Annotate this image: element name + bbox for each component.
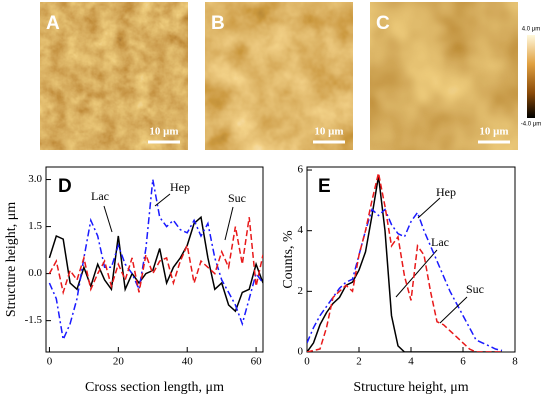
x-tick-label: 6 <box>460 356 466 368</box>
plot-frame <box>306 166 516 353</box>
colorbar <box>527 35 535 118</box>
x-tick-label: 60 <box>251 356 263 368</box>
series-label: Hep <box>436 185 456 199</box>
colorbar-max: 4.0 μm <box>522 27 540 33</box>
panel-label: D <box>58 176 72 197</box>
x-axis-label: Structure height, μm <box>353 380 468 395</box>
y-tick-label: 1.5 <box>28 220 42 232</box>
annotation-arrow <box>154 193 171 207</box>
scale-bar-label: 10 μm <box>314 126 343 138</box>
panel-label: B <box>211 13 225 34</box>
x-tick-label: 20 <box>113 356 125 368</box>
plot-frame <box>45 166 264 353</box>
annotation-arrow <box>417 197 441 219</box>
y-tick-label: 4 <box>298 224 304 236</box>
series-label: Lac <box>431 235 449 249</box>
series-line <box>307 208 503 352</box>
x-tick-label: 2 <box>356 356 362 368</box>
series-line <box>307 175 502 352</box>
scale-bar-label: 10 μm <box>479 126 508 138</box>
panel-label: C <box>376 13 390 34</box>
afm-image <box>40 2 188 150</box>
series-label: Suc <box>466 282 484 296</box>
y-axis-label: Counts, % <box>281 230 296 289</box>
x-tick-label: 40 <box>182 356 194 368</box>
afm-image <box>370 2 518 150</box>
series-line <box>307 172 502 352</box>
scale-bar-label: 10 μm <box>149 126 178 138</box>
y-axis-label: Structure height, μm <box>4 202 19 317</box>
series-line <box>48 217 263 296</box>
series-line <box>48 215 263 313</box>
y-tick-label: -1.5 <box>25 314 43 326</box>
annotation-arrow <box>224 206 234 241</box>
y-tick-label: 0 <box>298 346 304 358</box>
y-tick-label: 2 <box>298 285 304 297</box>
x-tick-label: 4 <box>408 356 414 368</box>
series-line <box>48 179 263 343</box>
series-label: Lac <box>91 189 109 203</box>
panel-label: E <box>318 176 331 197</box>
annotation-arrow <box>439 296 468 324</box>
panel-label: A <box>46 13 60 34</box>
x-tick-label: 8 <box>512 356 518 368</box>
afm-image <box>205 2 353 150</box>
series-label: Suc <box>228 191 246 205</box>
y-tick-label: 6 <box>298 164 304 176</box>
x-tick-label: 0 <box>304 356 310 368</box>
y-tick-label: 0.0 <box>28 267 42 279</box>
colorbar-min: -4.0 μm <box>521 122 541 128</box>
y-tick-label: 3.0 <box>28 173 42 185</box>
series-label: Hep <box>170 180 190 194</box>
x-tick-label: 0 <box>47 356 53 368</box>
x-axis-label: Cross section length, μm <box>85 380 224 395</box>
annotation-arrow <box>103 205 113 233</box>
annotation-arrow <box>395 249 438 298</box>
